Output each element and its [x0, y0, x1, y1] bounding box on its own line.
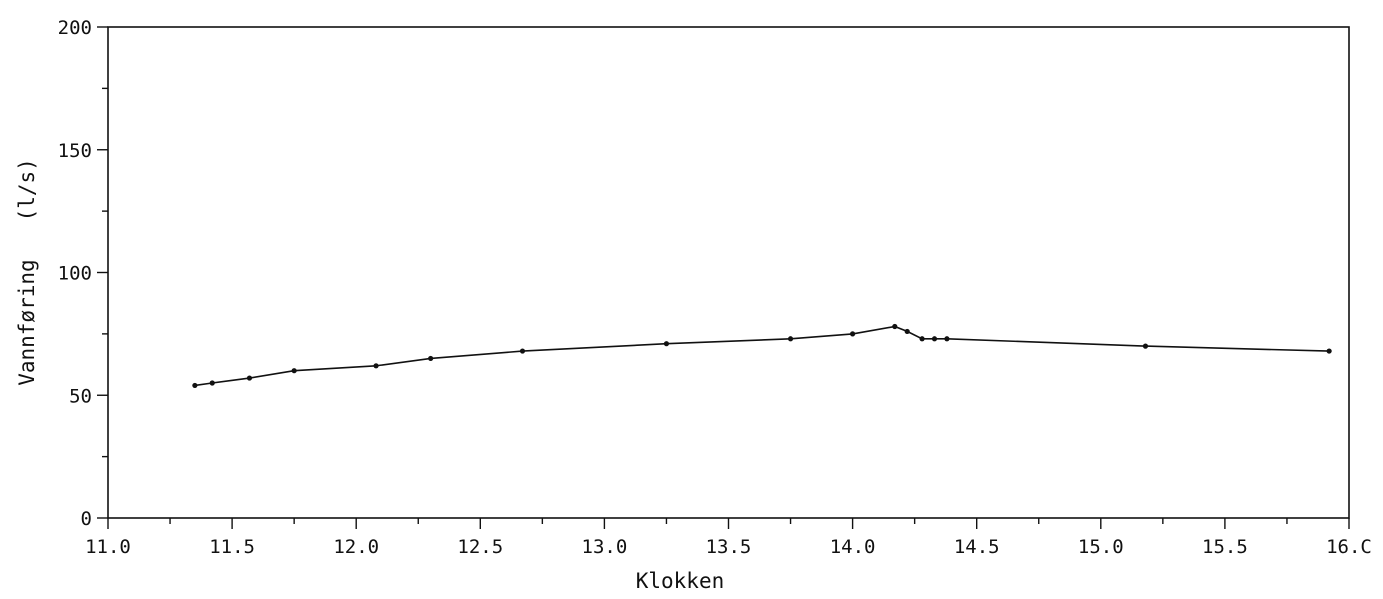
data-point — [373, 363, 379, 369]
data-point — [519, 348, 526, 354]
data-point — [428, 355, 434, 362]
y-tick-label: 200 — [58, 17, 92, 39]
x-tick-label: 16.C — [1326, 536, 1372, 558]
data-point — [904, 328, 910, 335]
x-tick-label: 15.5 — [1202, 536, 1248, 558]
y-axis-label: Vannføring (l/s) — [15, 158, 39, 386]
x-tick-label: 14.0 — [830, 536, 876, 558]
data-point — [209, 380, 215, 386]
data-point — [787, 336, 794, 342]
plot-frame — [107, 26, 1350, 519]
series-line — [194, 325, 1330, 387]
x-axis-label: Klokken — [636, 569, 725, 593]
x-tick-label: 12.5 — [457, 536, 503, 558]
data-point — [919, 336, 925, 342]
x-tick-label: 13.5 — [706, 536, 752, 558]
x-tick-label: 12.0 — [333, 536, 379, 558]
x-tick-label: 11.5 — [209, 536, 255, 558]
x-tick-label: 14.5 — [954, 536, 1000, 558]
x-tick-label: 13.0 — [582, 536, 628, 558]
chart-tick-labels: 11.0 11.5 12.0 12.5 13.0 13.5 14.0 14.5 15.0 15.5… — [58, 17, 1372, 558]
data-point — [892, 323, 898, 330]
data-point — [291, 368, 297, 374]
data-point — [931, 336, 938, 342]
x-tick-label: 11.0 — [85, 536, 131, 558]
data-point — [246, 375, 253, 381]
y-tick-label: 50 — [69, 385, 92, 407]
chart-series — [192, 323, 1332, 389]
chart-ticks — [97, 26, 1350, 529]
data-point — [663, 341, 670, 347]
y-tick-label: 150 — [58, 140, 92, 162]
data-point — [944, 336, 950, 342]
data-point — [192, 382, 198, 389]
y-tick-label: 100 — [58, 263, 92, 285]
x-tick-label: 15.0 — [1078, 536, 1124, 558]
y-tick-label: 0 — [81, 508, 92, 530]
data-point — [1142, 343, 1149, 349]
chart-axes — [107, 26, 1350, 519]
data-point — [850, 331, 856, 337]
data-point — [1326, 348, 1332, 354]
